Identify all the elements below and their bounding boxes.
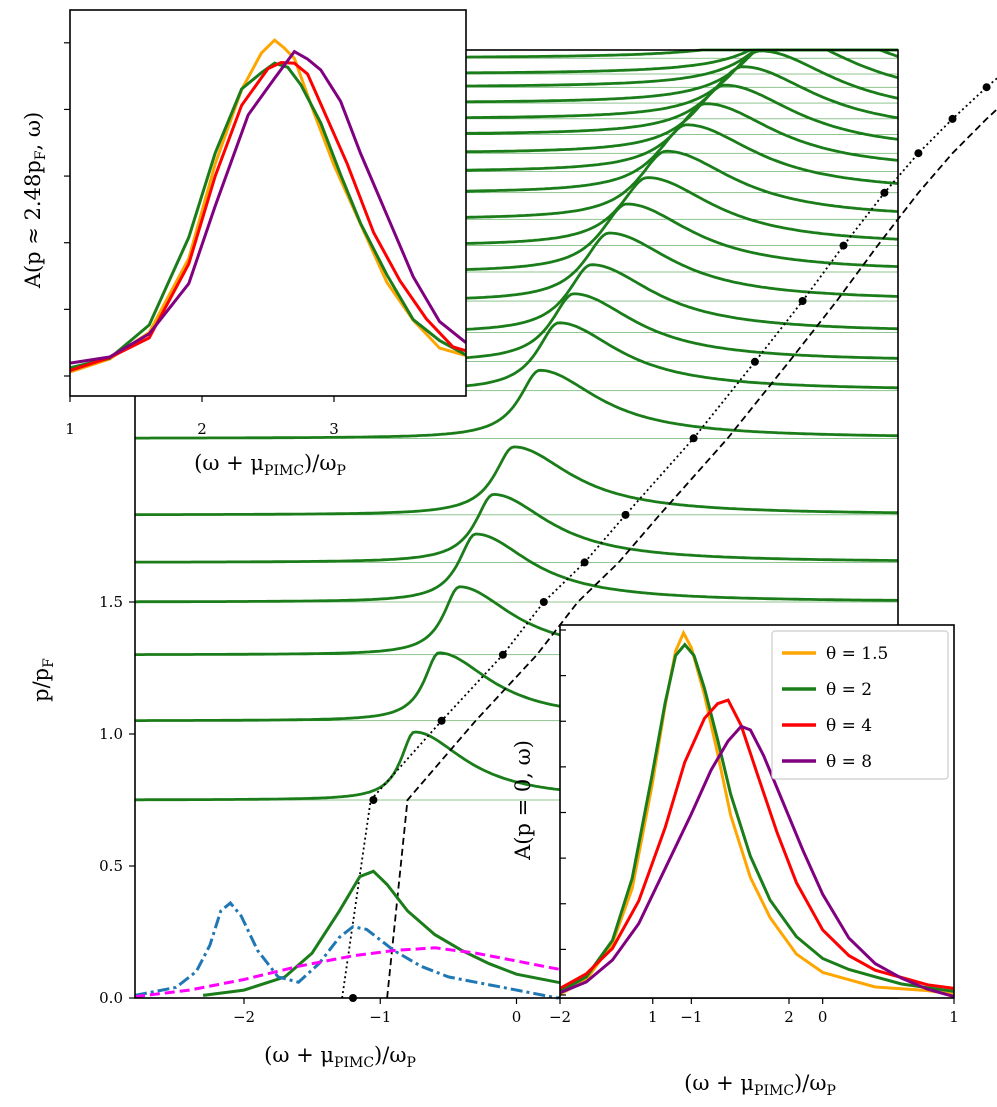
- spectrum-curve-6: [135, 368, 898, 440]
- inset-top-curve-2: [69, 60, 467, 373]
- inset-top-ylabel: A(p ≈ 2.48pF, ω): [21, 112, 49, 289]
- inset-bottom-curve-1: [559, 642, 955, 993]
- inset-top: 1 2 3 (ω + μPIMC)/ωP A(p ≈ 2.48pF, ω): [21, 9, 467, 479]
- dispersion-point-10: [839, 241, 848, 250]
- inset-top-ylabel-tail: , ω): [21, 112, 45, 151]
- inset-bottom-xlabel: (ω + μPIMC)/ωP: [684, 1071, 836, 1099]
- main-xtick-label-3: 1: [648, 1008, 658, 1026]
- legend-label-3: θ = 8: [826, 752, 872, 772]
- legend-box: [771, 630, 949, 780]
- inset-top-curve-3: [69, 49, 467, 365]
- dispersion-point-12: [914, 149, 923, 158]
- main-ylabel: p/pF: [29, 658, 57, 702]
- inset-top-curve-0: [69, 38, 467, 374]
- main-ytick-label-2: 1.0: [99, 725, 123, 743]
- dispersion-point-3: [498, 650, 507, 659]
- inset-bottom-ylabel: A(p = 0, ω): [511, 740, 535, 861]
- main-xticks: −2 −1 0 1 2: [233, 998, 794, 1026]
- dispersion-point-14: [982, 83, 991, 92]
- inset-top-xtick-label-0: 1: [65, 420, 75, 438]
- main-ylabel-sub: F: [41, 658, 57, 668]
- dispersion-point-11: [880, 188, 889, 197]
- dispersion-point-2: [437, 716, 446, 725]
- main-yticks: 0.0 0.5 1.0 1.5: [99, 593, 135, 1007]
- inset-top-background: [70, 10, 466, 396]
- dispersion-point-13: [948, 114, 957, 123]
- main-xlabel-tail: )/ω: [374, 1043, 406, 1067]
- spectrum-curve-4: [135, 492, 898, 564]
- dispersion-point-7: [689, 434, 698, 443]
- inset-bottom-xlabel-base: (ω + μ: [684, 1071, 754, 1095]
- dispersion-point-8: [750, 357, 759, 366]
- inset-top-xlabel-sub2: P: [336, 463, 345, 479]
- inset-bottom-xticks: −2 −1 0 1: [549, 998, 959, 1026]
- main-ylabel-base: p/p: [29, 668, 53, 702]
- legend: θ = 1.5 θ = 2 θ = 4 θ = 8: [771, 630, 949, 780]
- inset-top-xlabel: (ω + μPIMC)/ωP: [194, 451, 346, 479]
- inset-top-xticks: 1 2 3: [65, 396, 339, 438]
- dispersion-point-1: [369, 796, 378, 804]
- inset-bottom-xlabel-sub: PIMC: [754, 1083, 794, 1099]
- main-xlabel-sub2: P: [406, 1055, 415, 1071]
- dispersion-point-9: [798, 297, 807, 305]
- spectrum-curve-5: [135, 445, 898, 516]
- main-xtick-label-4: 2: [784, 1008, 794, 1026]
- inset-bottom-yticks: [560, 629, 566, 996]
- spectrum-curve-3: [135, 532, 899, 604]
- main-ytick-label-1: 0.5: [99, 857, 123, 875]
- inset-bottom-xlabel-sub2: P: [826, 1083, 835, 1099]
- inset-bottom-xlabel-tail: )/ω: [794, 1071, 826, 1095]
- inset-top-curve-1: [69, 61, 467, 370]
- inset-top-xtick-label-1: 2: [197, 420, 207, 438]
- inset-top-xtick-label-2: 3: [329, 420, 339, 438]
- dispersion-point-6: [621, 510, 630, 519]
- legend-label-2: θ = 4: [826, 716, 872, 736]
- main-ytick-label-0: 0.0: [99, 989, 123, 1007]
- inset-bottom-curves: [559, 629, 955, 998]
- main-xtick-label-0: −2: [233, 1008, 255, 1026]
- inset-bottom-xtick-label-3: 1: [949, 1008, 959, 1026]
- inset-top-xlabel-tail: )/ω: [304, 451, 336, 475]
- main-xtick-label-2: 0: [512, 1008, 522, 1026]
- legend-entries: θ = 1.5 θ = 2 θ = 4 θ = 8: [782, 644, 888, 772]
- main-xtick-label-1: −1: [369, 1008, 391, 1026]
- dispersion-point-4: [539, 598, 548, 606]
- inset-bottom-xtick-label-0: −2: [549, 1008, 571, 1026]
- main-xlabel-base: (ω + μ: [264, 1043, 334, 1067]
- inset-top-xlabel-sub: PIMC: [264, 463, 304, 479]
- main-xlabel-sub: PIMC: [334, 1055, 374, 1071]
- inset-bottom-xtick-label-1: −1: [680, 1008, 702, 1026]
- dispersion-point-5: [580, 558, 589, 567]
- inset-bottom-frame: [559, 624, 955, 999]
- main-xlabel: (ω + μPIMC)/ωP: [264, 1043, 416, 1071]
- inset-bottom: −2 −1 0 1 (ω + μPIMC)/ωP A(p = 0, ω) θ = 1.…: [511, 624, 959, 1099]
- inset-top-ylabel-base: A(p ≈ 2.48p: [21, 160, 45, 289]
- legend-label-1: θ = 2: [826, 680, 872, 700]
- inset-top-ylabel-sub: F: [33, 150, 49, 160]
- inset-top-yticks: [64, 42, 70, 377]
- inset-bottom-curve-0: [559, 629, 955, 996]
- inset-bottom-xtick-label-2: 0: [818, 1008, 828, 1026]
- inset-bottom-curve-3: [559, 724, 955, 998]
- legend-label-0: θ = 1.5: [826, 644, 888, 664]
- main-ytick-label-3: 1.5: [99, 593, 123, 611]
- inset-top-curves: [69, 38, 467, 374]
- inset-top-frame: [69, 9, 467, 397]
- inset-top-xlabel-base: (ω + μ: [194, 451, 264, 475]
